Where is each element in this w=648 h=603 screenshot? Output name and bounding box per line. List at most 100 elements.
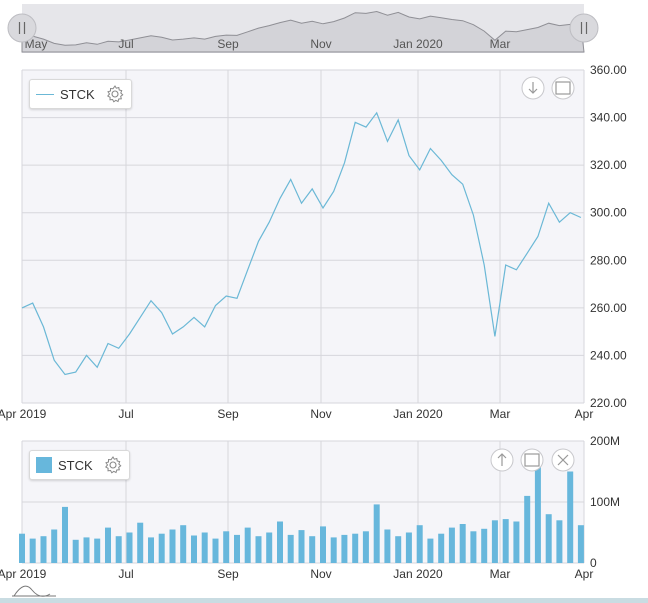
volume-bar	[72, 539, 79, 563]
volume-bar	[94, 538, 101, 563]
volume-bar	[51, 529, 58, 563]
gear-icon[interactable]	[103, 455, 123, 475]
volume-bar	[470, 531, 477, 563]
volume-bar	[481, 528, 488, 563]
volume-bar	[201, 532, 208, 563]
price-y-tick-label: 280.00	[590, 253, 627, 267]
legend-square-marker	[36, 457, 52, 473]
navigator-tick-label: May	[25, 37, 48, 51]
volume-bar	[40, 536, 47, 563]
volume-bar	[448, 527, 455, 563]
volume-y-axis: 0 100M 200M	[590, 434, 620, 570]
navigator-axis: May Jul Sep Nov Jan 2020 Mar	[25, 37, 511, 51]
volume-bar	[309, 536, 316, 563]
navigator-series	[21, 10, 585, 53]
volume-x-tick-label: Apr	[575, 567, 594, 581]
volume-y-tick-label: 100M	[590, 495, 620, 509]
volume-bar	[513, 521, 520, 563]
volume-bar	[416, 525, 423, 563]
volume-y-tick-label: 200M	[590, 434, 620, 448]
price-panel: 220.00 240.00 260.00 280.00 300.00 320.00 340.…	[0, 63, 627, 421]
mini-chart-icon	[12, 585, 56, 597]
volume-bar	[287, 534, 294, 563]
volume-bar	[545, 514, 552, 563]
volume-bar	[62, 506, 68, 563]
price-y-tick-label: 220.00	[590, 396, 627, 410]
volume-bar	[158, 533, 165, 563]
volume-bar	[556, 520, 563, 563]
price-y-tick-label: 240.00	[590, 348, 627, 362]
volume-legend-label: STCK	[58, 457, 93, 473]
volume-bar	[567, 471, 574, 563]
gear-icon[interactable]	[105, 84, 125, 104]
price-series-line	[21, 111, 582, 376]
volume-bar	[223, 531, 230, 563]
volume-bar	[255, 536, 262, 563]
volume-bar	[427, 538, 434, 563]
volume-bar	[191, 535, 197, 563]
navigator-tick-label: Sep	[217, 37, 239, 51]
volume-bar	[352, 533, 359, 563]
fullscreen-button[interactable]	[520, 448, 544, 472]
price-x-tick-label: Nov	[310, 407, 331, 421]
close-panel-button[interactable]	[551, 448, 575, 472]
volume-bar	[534, 465, 541, 563]
price-x-tick-label: Jul	[118, 407, 133, 421]
volume-bars	[19, 465, 584, 563]
volume-bar	[330, 537, 337, 563]
volume-bar	[298, 530, 305, 563]
price-legend[interactable]: STCK	[29, 79, 132, 109]
volume-bar	[266, 532, 273, 563]
navigator-tick-label: Jul	[118, 37, 133, 51]
volume-bar	[105, 527, 111, 563]
footer-bar	[0, 598, 648, 603]
price-x-tick-label: Apr	[575, 407, 594, 421]
price-y-tick-label: 320.00	[590, 158, 627, 172]
volume-bar	[126, 532, 133, 563]
volume-bar	[459, 524, 466, 563]
navigator-tick-label: Mar	[490, 37, 511, 51]
volume-bar	[395, 536, 402, 563]
volume-x-tick-label: Nov	[310, 567, 331, 581]
volume-bar	[524, 495, 531, 563]
move-up-button[interactable]	[490, 448, 514, 472]
price-y-axis: 220.00 240.00 260.00 280.00 300.00 320.00 340.…	[590, 63, 627, 410]
volume-x-tick-label: Jul	[118, 567, 133, 581]
volume-bar	[277, 521, 283, 563]
volume-bar	[19, 533, 25, 563]
volume-bar	[373, 504, 380, 563]
volume-bar	[180, 525, 187, 563]
legend-line-marker	[36, 93, 54, 95]
volume-bar	[83, 537, 90, 563]
price-y-tick-label: 260.00	[590, 301, 627, 315]
navigator-grip-right[interactable]	[569, 13, 599, 43]
volume-bar	[320, 526, 326, 563]
navigator-grip-left[interactable]	[7, 13, 37, 43]
volume-x-tick-label: Sep	[217, 567, 239, 581]
volume-bar	[212, 538, 219, 563]
volume-bar	[244, 527, 251, 563]
navigator-tick-label: Nov	[310, 37, 331, 51]
fullscreen-button[interactable]	[551, 76, 575, 100]
price-y-tick-label: 360.00	[590, 63, 627, 77]
volume-x-tick-label: Jan 2020	[393, 567, 443, 581]
price-y-tick-label: 300.00	[590, 206, 627, 220]
price-x-axis: Apr 2019 Jul Sep Nov Jan 2020 Mar Apr	[0, 407, 593, 421]
volume-bar	[169, 529, 176, 563]
volume-bar	[491, 520, 498, 563]
price-y-tick-label: 340.00	[590, 111, 627, 125]
volume-x-axis: Apr 2019 Jul Sep Nov Jan 2020 Mar Apr	[0, 567, 593, 581]
volume-y-tick-label: 0	[590, 556, 597, 570]
navigator-tick-label: Jan 2020	[393, 37, 443, 51]
volume-bar	[148, 537, 154, 563]
volume-x-tick-label: Apr 2019	[0, 567, 47, 581]
volume-legend[interactable]: STCK	[29, 450, 130, 480]
download-button[interactable]	[521, 76, 545, 100]
price-legend-label: STCK	[60, 86, 95, 102]
volume-x-tick-label: Mar	[490, 567, 511, 581]
navigator[interactable]: May Jul Sep Nov Jan 2020 Mar	[7, 4, 599, 53]
volume-bar	[577, 525, 584, 563]
volume-bar	[115, 536, 122, 563]
volume-bar	[502, 519, 509, 563]
